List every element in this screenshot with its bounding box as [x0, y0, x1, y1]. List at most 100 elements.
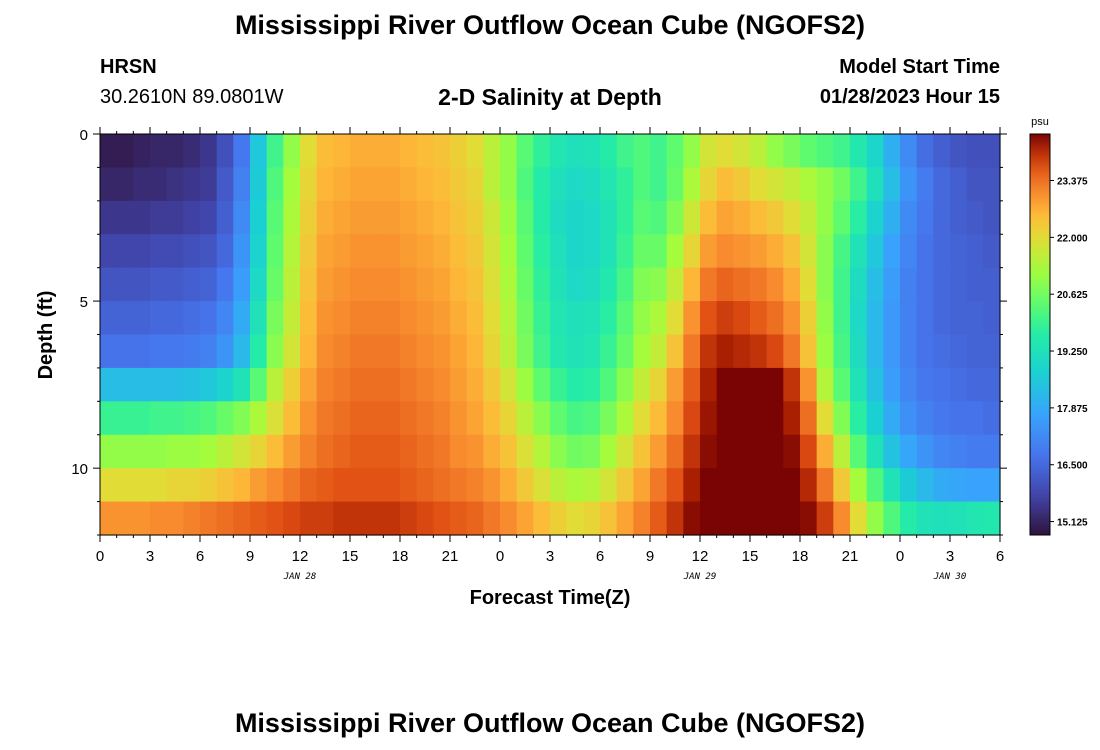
heatmap-cell — [416, 334, 434, 369]
heatmap-cell — [383, 267, 401, 302]
heatmap-cell — [800, 134, 818, 169]
heatmap-cell — [233, 200, 251, 235]
heatmap-cell — [650, 134, 668, 169]
colorbar-tick-label: 16.500 — [1057, 461, 1088, 472]
heatmap-cell — [600, 267, 618, 302]
heatmap-cell — [400, 434, 418, 469]
heatmap-cell — [666, 267, 684, 302]
heatmap-cell — [933, 468, 951, 503]
heatmap-cell — [900, 301, 918, 336]
chart-subtitle: 2-D Salinity at Depth — [438, 84, 662, 110]
heatmap-cell — [583, 468, 601, 503]
heatmap-cell — [533, 367, 551, 402]
heatmap-cell — [916, 234, 934, 269]
heatmap-cell — [900, 134, 918, 169]
heatmap-cell — [400, 468, 418, 503]
bottom-title: Mississippi River Outflow Ocean Cube (NG… — [234, 708, 866, 738]
heatmap-cell — [683, 434, 701, 469]
x-tick-label: 12 — [292, 548, 309, 565]
heatmap-cell — [866, 134, 884, 169]
heatmap-cell — [733, 501, 751, 536]
heatmap-cell — [350, 267, 368, 302]
heatmap-cell — [433, 434, 451, 469]
heatmap-cell — [533, 200, 551, 235]
heatmap-cell — [816, 501, 834, 536]
heatmap-cell — [666, 200, 684, 235]
heatmap-cell — [566, 234, 584, 269]
heatmap-cell — [233, 167, 251, 202]
heatmap-cell — [116, 167, 134, 202]
heatmap-cell — [533, 401, 551, 436]
heatmap-cell — [616, 267, 634, 302]
heatmap-cell — [616, 334, 634, 369]
heatmap-cell — [333, 301, 351, 336]
heatmap-cell — [483, 301, 501, 336]
heatmap-cell — [450, 200, 468, 235]
heatmap-cell — [266, 234, 284, 269]
heatmap-cell — [466, 401, 484, 436]
heatmap-cell — [133, 367, 151, 402]
heatmap-cell — [966, 334, 984, 369]
heatmap-cell — [883, 134, 901, 169]
heatmap-cell — [916, 167, 934, 202]
heatmap-cell — [816, 468, 834, 503]
heatmap-cell — [283, 234, 301, 269]
heatmap-cell — [333, 501, 351, 536]
x-tick-label: 3 — [146, 548, 154, 565]
heatmap-cell — [566, 367, 584, 402]
heatmap-cell — [116, 301, 134, 336]
heatmap-cell — [683, 267, 701, 302]
heatmap-cell — [700, 301, 718, 336]
heatmap-cell — [583, 267, 601, 302]
heatmap-cell — [783, 468, 801, 503]
heatmap-cell — [200, 434, 218, 469]
heatmap-cell — [833, 501, 851, 536]
heatmap-cell — [766, 200, 784, 235]
heatmap-cell — [700, 267, 718, 302]
heatmap-cell — [833, 200, 851, 235]
heatmap-cell — [216, 301, 234, 336]
heatmap-cell — [483, 501, 501, 536]
heatmap-cell — [183, 301, 201, 336]
heatmap-cell — [233, 234, 251, 269]
heatmap-cell — [566, 134, 584, 169]
heatmap-cell — [150, 401, 168, 436]
heatmap-cell — [150, 167, 168, 202]
heatmap-cell — [833, 167, 851, 202]
heatmap-cell — [600, 134, 618, 169]
heatmap-cell — [283, 501, 301, 536]
heatmap-cell — [400, 367, 418, 402]
heatmap-cell — [566, 200, 584, 235]
heatmap-cell — [350, 234, 368, 269]
heatmap-cell — [816, 167, 834, 202]
station-coordinates: 30.2610N 89.0801W — [100, 86, 284, 108]
heatmap-cell — [316, 167, 334, 202]
heatmap-cell — [816, 267, 834, 302]
colorbar-tick-label: 22.000 — [1057, 233, 1088, 244]
heatmap-cell — [350, 200, 368, 235]
heatmap-cell — [200, 401, 218, 436]
heatmap-cell — [916, 200, 934, 235]
heatmap-cell — [650, 501, 668, 536]
heatmap-cell — [966, 167, 984, 202]
heatmap-cell — [466, 234, 484, 269]
heatmap-cell — [450, 334, 468, 369]
heatmap-cell — [933, 301, 951, 336]
heatmap-cell — [233, 367, 251, 402]
heatmap-cell — [683, 501, 701, 536]
heatmap-cell — [616, 301, 634, 336]
heatmap-cell — [633, 267, 651, 302]
heatmap-cell — [600, 401, 618, 436]
heatmap-cell — [683, 468, 701, 503]
heatmap-cell — [166, 134, 184, 169]
heatmap-cell — [366, 301, 384, 336]
heatmap-cell — [300, 367, 318, 402]
colorbar-ticks: 15.125 16.500 17.875 19.250 20.625 22.000 23.3… — [1050, 177, 1088, 529]
heatmap-cell — [566, 468, 584, 503]
heatmap-cell — [833, 234, 851, 269]
heatmap-cell — [400, 134, 418, 169]
heatmap-cell — [783, 267, 801, 302]
heatmap-cell — [200, 200, 218, 235]
heatmap-cell — [100, 134, 118, 169]
heatmap-cell — [250, 334, 268, 369]
